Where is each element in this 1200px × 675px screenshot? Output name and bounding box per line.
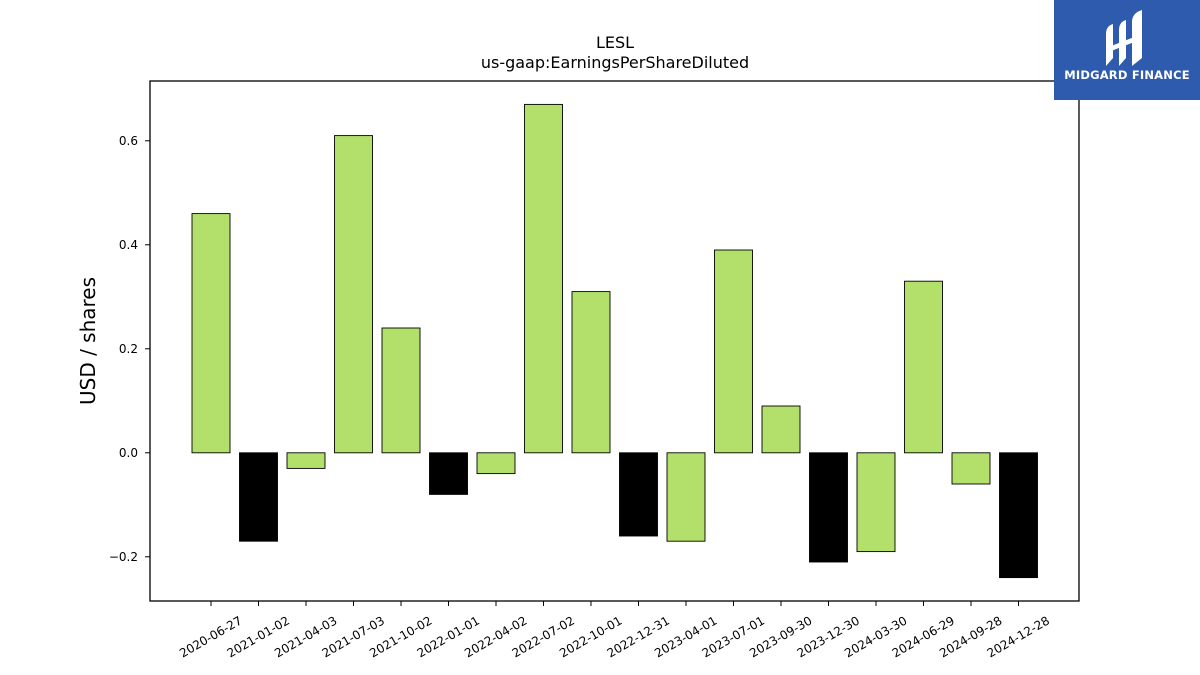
bar-2021-10-02 [381, 327, 421, 454]
y-tick-label: 0.2 [119, 342, 138, 356]
y-tick-label: −0.2 [109, 550, 138, 564]
bar-2023-12-30 [809, 452, 848, 563]
bar-2024-03-30 [856, 452, 896, 553]
bar-2022-10-01 [571, 291, 611, 454]
bar-2021-01-02 [239, 452, 278, 542]
bars-group [191, 103, 1038, 579]
bar-2023-09-30 [761, 405, 801, 454]
y-ticks-group: −0.2 0.0 0.2 0.4 0.6 [109, 134, 150, 564]
x-ticks-group: 2020-06-272021-01-022021-04-032021-07-03… [177, 601, 1052, 660]
bar-2023-04-01 [666, 452, 706, 542]
bar-2022-12-31 [619, 452, 658, 537]
bar-2024-09-28 [951, 452, 991, 485]
logo-text: MIDGARD FINANCE [1064, 68, 1190, 82]
bar-2022-04-02 [476, 452, 516, 475]
y-tick-label: 0.4 [119, 238, 138, 252]
bar-2022-07-02 [524, 103, 563, 454]
chart-subtitle: us-gaap:EarningsPerShareDiluted [481, 53, 749, 72]
y-tick-label: 0.6 [119, 134, 138, 148]
chart-title: LESL [596, 33, 634, 52]
bar-2021-04-03 [286, 452, 326, 469]
bar-2021-07-03 [334, 135, 373, 454]
bar-2022-01-01 [429, 452, 468, 495]
plot-frame [149, 80, 1080, 602]
logo-mark-icon [1106, 10, 1142, 66]
y-tick-label: 0.0 [119, 446, 138, 460]
y-axis-label: USD / shares [76, 277, 100, 405]
bar-2023-07-01 [714, 249, 753, 454]
midgard-finance-logo: MIDGARD FINANCE [1054, 0, 1200, 100]
bar-2020-06-27 [191, 213, 231, 454]
bar-2024-06-29 [904, 280, 943, 454]
bar-2024-12-28 [999, 452, 1038, 579]
